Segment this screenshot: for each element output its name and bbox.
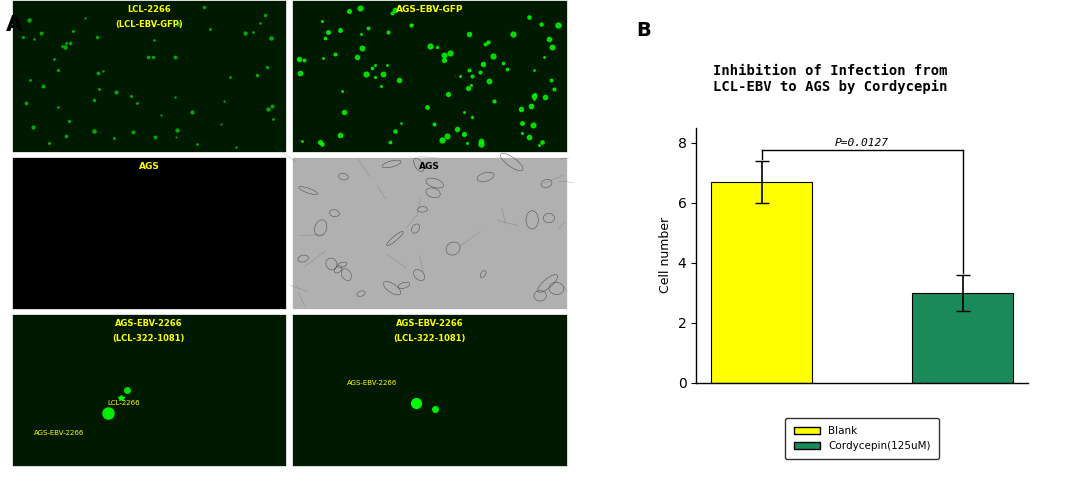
FancyBboxPatch shape <box>12 0 286 152</box>
Text: LCL-2266: LCL-2266 <box>127 5 170 14</box>
Bar <box>912 293 1013 383</box>
Text: (LCL-EBV-GFP): (LCL-EBV-GFP) <box>115 20 183 28</box>
FancyBboxPatch shape <box>12 314 286 466</box>
FancyBboxPatch shape <box>292 314 567 466</box>
Text: A: A <box>5 15 24 35</box>
Text: LCL-2266: LCL-2266 <box>108 400 140 406</box>
Legend: Blank, Cordycepin(125uM): Blank, Cordycepin(125uM) <box>785 418 939 460</box>
Text: AGS-EBV-2266: AGS-EBV-2266 <box>395 319 464 328</box>
Text: AGS: AGS <box>419 162 440 171</box>
Text: AGS-EBV-2266: AGS-EBV-2266 <box>33 430 84 436</box>
Text: B: B <box>636 21 651 40</box>
Text: (LCL-322-1081): (LCL-322-1081) <box>112 334 185 343</box>
FancyBboxPatch shape <box>292 157 567 309</box>
Text: AGS-EBV-2266: AGS-EBV-2266 <box>347 380 397 386</box>
Text: AGS: AGS <box>138 162 160 171</box>
Y-axis label: Cell number: Cell number <box>659 217 672 294</box>
FancyBboxPatch shape <box>12 157 286 309</box>
Bar <box>711 182 812 383</box>
Text: Inhibition of Infection from
LCL-EBV to AGS by Cordycepin: Inhibition of Infection from LCL-EBV to … <box>713 64 947 94</box>
FancyBboxPatch shape <box>292 0 567 152</box>
Text: (LCL-322-1081): (LCL-322-1081) <box>393 334 466 343</box>
Text: AGS-EBV-GFP: AGS-EBV-GFP <box>395 5 463 14</box>
Text: P=0.0127: P=0.0127 <box>835 138 889 148</box>
Text: AGS-EBV-2266: AGS-EBV-2266 <box>115 319 183 328</box>
